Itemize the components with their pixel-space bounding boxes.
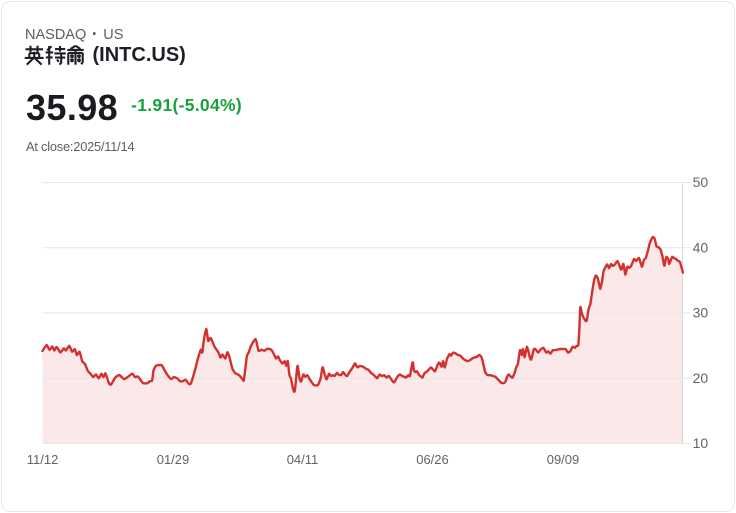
svg-text:04/11: 04/11 (287, 452, 319, 467)
svg-text:01/29: 01/29 (157, 452, 190, 467)
svg-text:20: 20 (693, 370, 709, 386)
svg-text:09/09: 09/09 (547, 452, 580, 467)
svg-text:10: 10 (693, 435, 709, 451)
svg-text:11/12: 11/12 (27, 452, 59, 467)
svg-text:06/26: 06/26 (416, 452, 449, 467)
svg-text:30: 30 (693, 305, 709, 321)
svg-text:50: 50 (693, 174, 709, 190)
svg-text:40: 40 (693, 239, 709, 255)
